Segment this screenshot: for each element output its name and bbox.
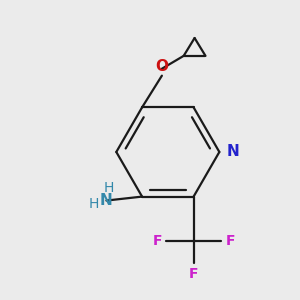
Text: N: N <box>226 145 239 160</box>
Text: H: H <box>103 181 114 195</box>
Text: N: N <box>100 193 113 208</box>
Text: F: F <box>189 267 198 281</box>
Text: O: O <box>155 59 168 74</box>
Text: H: H <box>88 196 99 211</box>
Text: F: F <box>152 234 162 248</box>
Text: F: F <box>225 234 235 248</box>
